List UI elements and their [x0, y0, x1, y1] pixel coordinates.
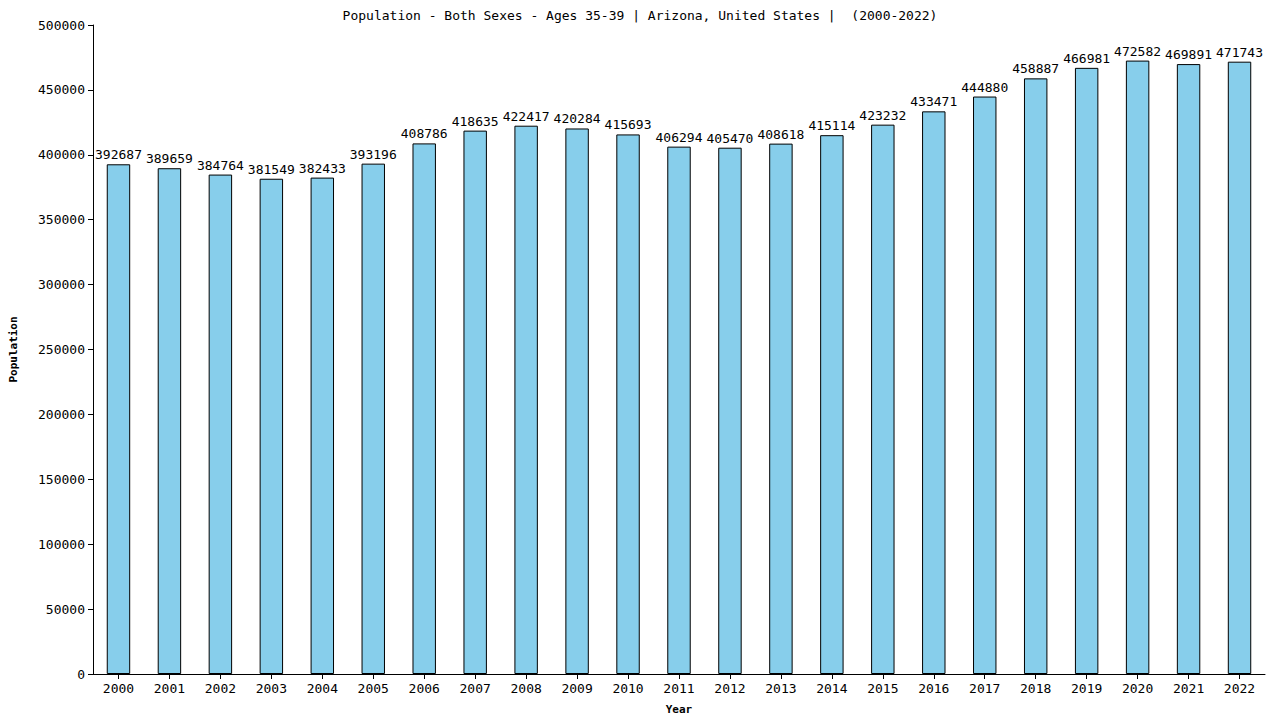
- svg-text:2021: 2021: [1173, 681, 1204, 696]
- svg-text:2012: 2012: [714, 681, 745, 696]
- svg-text:2001: 2001: [154, 681, 185, 696]
- svg-text:444880: 444880: [961, 80, 1008, 95]
- svg-text:405470: 405470: [706, 131, 753, 146]
- svg-text:381549: 381549: [248, 162, 295, 177]
- svg-text:50000: 50000: [46, 602, 85, 617]
- svg-text:Year: Year: [666, 703, 693, 716]
- svg-text:466981: 466981: [1063, 51, 1110, 66]
- svg-text:471743: 471743: [1216, 45, 1263, 60]
- svg-text:2019: 2019: [1071, 681, 1102, 696]
- svg-text:500000: 500000: [38, 18, 85, 33]
- svg-text:2020: 2020: [1122, 681, 1153, 696]
- svg-text:2014: 2014: [816, 681, 847, 696]
- svg-text:2013: 2013: [765, 681, 796, 696]
- svg-text:300000: 300000: [38, 277, 85, 292]
- svg-text:458887: 458887: [1012, 61, 1059, 76]
- svg-text:382433: 382433: [299, 161, 346, 176]
- svg-text:422417: 422417: [503, 109, 550, 124]
- svg-text:2017: 2017: [969, 681, 1000, 696]
- svg-text:350000: 350000: [38, 212, 85, 227]
- svg-text:384764: 384764: [197, 158, 244, 173]
- svg-text:420284: 420284: [554, 111, 601, 126]
- svg-text:2016: 2016: [918, 681, 949, 696]
- svg-text:415114: 415114: [808, 118, 855, 133]
- svg-text:415693: 415693: [605, 117, 652, 132]
- svg-text:2018: 2018: [1020, 681, 1051, 696]
- svg-text:2022: 2022: [1224, 681, 1255, 696]
- svg-text:408786: 408786: [401, 126, 448, 141]
- svg-text:2009: 2009: [561, 681, 592, 696]
- svg-text:2000: 2000: [103, 681, 134, 696]
- svg-text:2008: 2008: [510, 681, 541, 696]
- svg-text:433471: 433471: [910, 94, 957, 109]
- svg-text:Population: Population: [7, 316, 20, 382]
- svg-text:2011: 2011: [663, 681, 694, 696]
- svg-text:Population - Both Sexes - Ages: Population - Both Sexes - Ages 35-39 | A…: [343, 8, 938, 23]
- svg-text:2006: 2006: [409, 681, 440, 696]
- svg-text:450000: 450000: [38, 82, 85, 97]
- svg-text:418635: 418635: [452, 114, 499, 129]
- svg-text:2005: 2005: [358, 681, 389, 696]
- svg-text:100000: 100000: [38, 537, 85, 552]
- svg-text:150000: 150000: [38, 472, 85, 487]
- svg-text:200000: 200000: [38, 407, 85, 422]
- svg-text:469891: 469891: [1165, 47, 1212, 62]
- svg-text:250000: 250000: [38, 342, 85, 357]
- svg-text:2015: 2015: [867, 681, 898, 696]
- svg-text:406294: 406294: [656, 130, 703, 145]
- svg-text:389659: 389659: [146, 151, 193, 166]
- svg-text:392687: 392687: [95, 147, 142, 162]
- svg-text:423232: 423232: [859, 108, 906, 123]
- svg-text:2007: 2007: [460, 681, 491, 696]
- svg-text:2003: 2003: [256, 681, 287, 696]
- svg-text:472582: 472582: [1114, 44, 1161, 59]
- svg-text:0: 0: [77, 667, 85, 682]
- svg-text:400000: 400000: [38, 147, 85, 162]
- svg-text:2004: 2004: [307, 681, 338, 696]
- svg-text:393196: 393196: [350, 147, 397, 162]
- svg-text:2002: 2002: [205, 681, 236, 696]
- svg-text:2010: 2010: [612, 681, 643, 696]
- svg-text:408618: 408618: [757, 127, 804, 142]
